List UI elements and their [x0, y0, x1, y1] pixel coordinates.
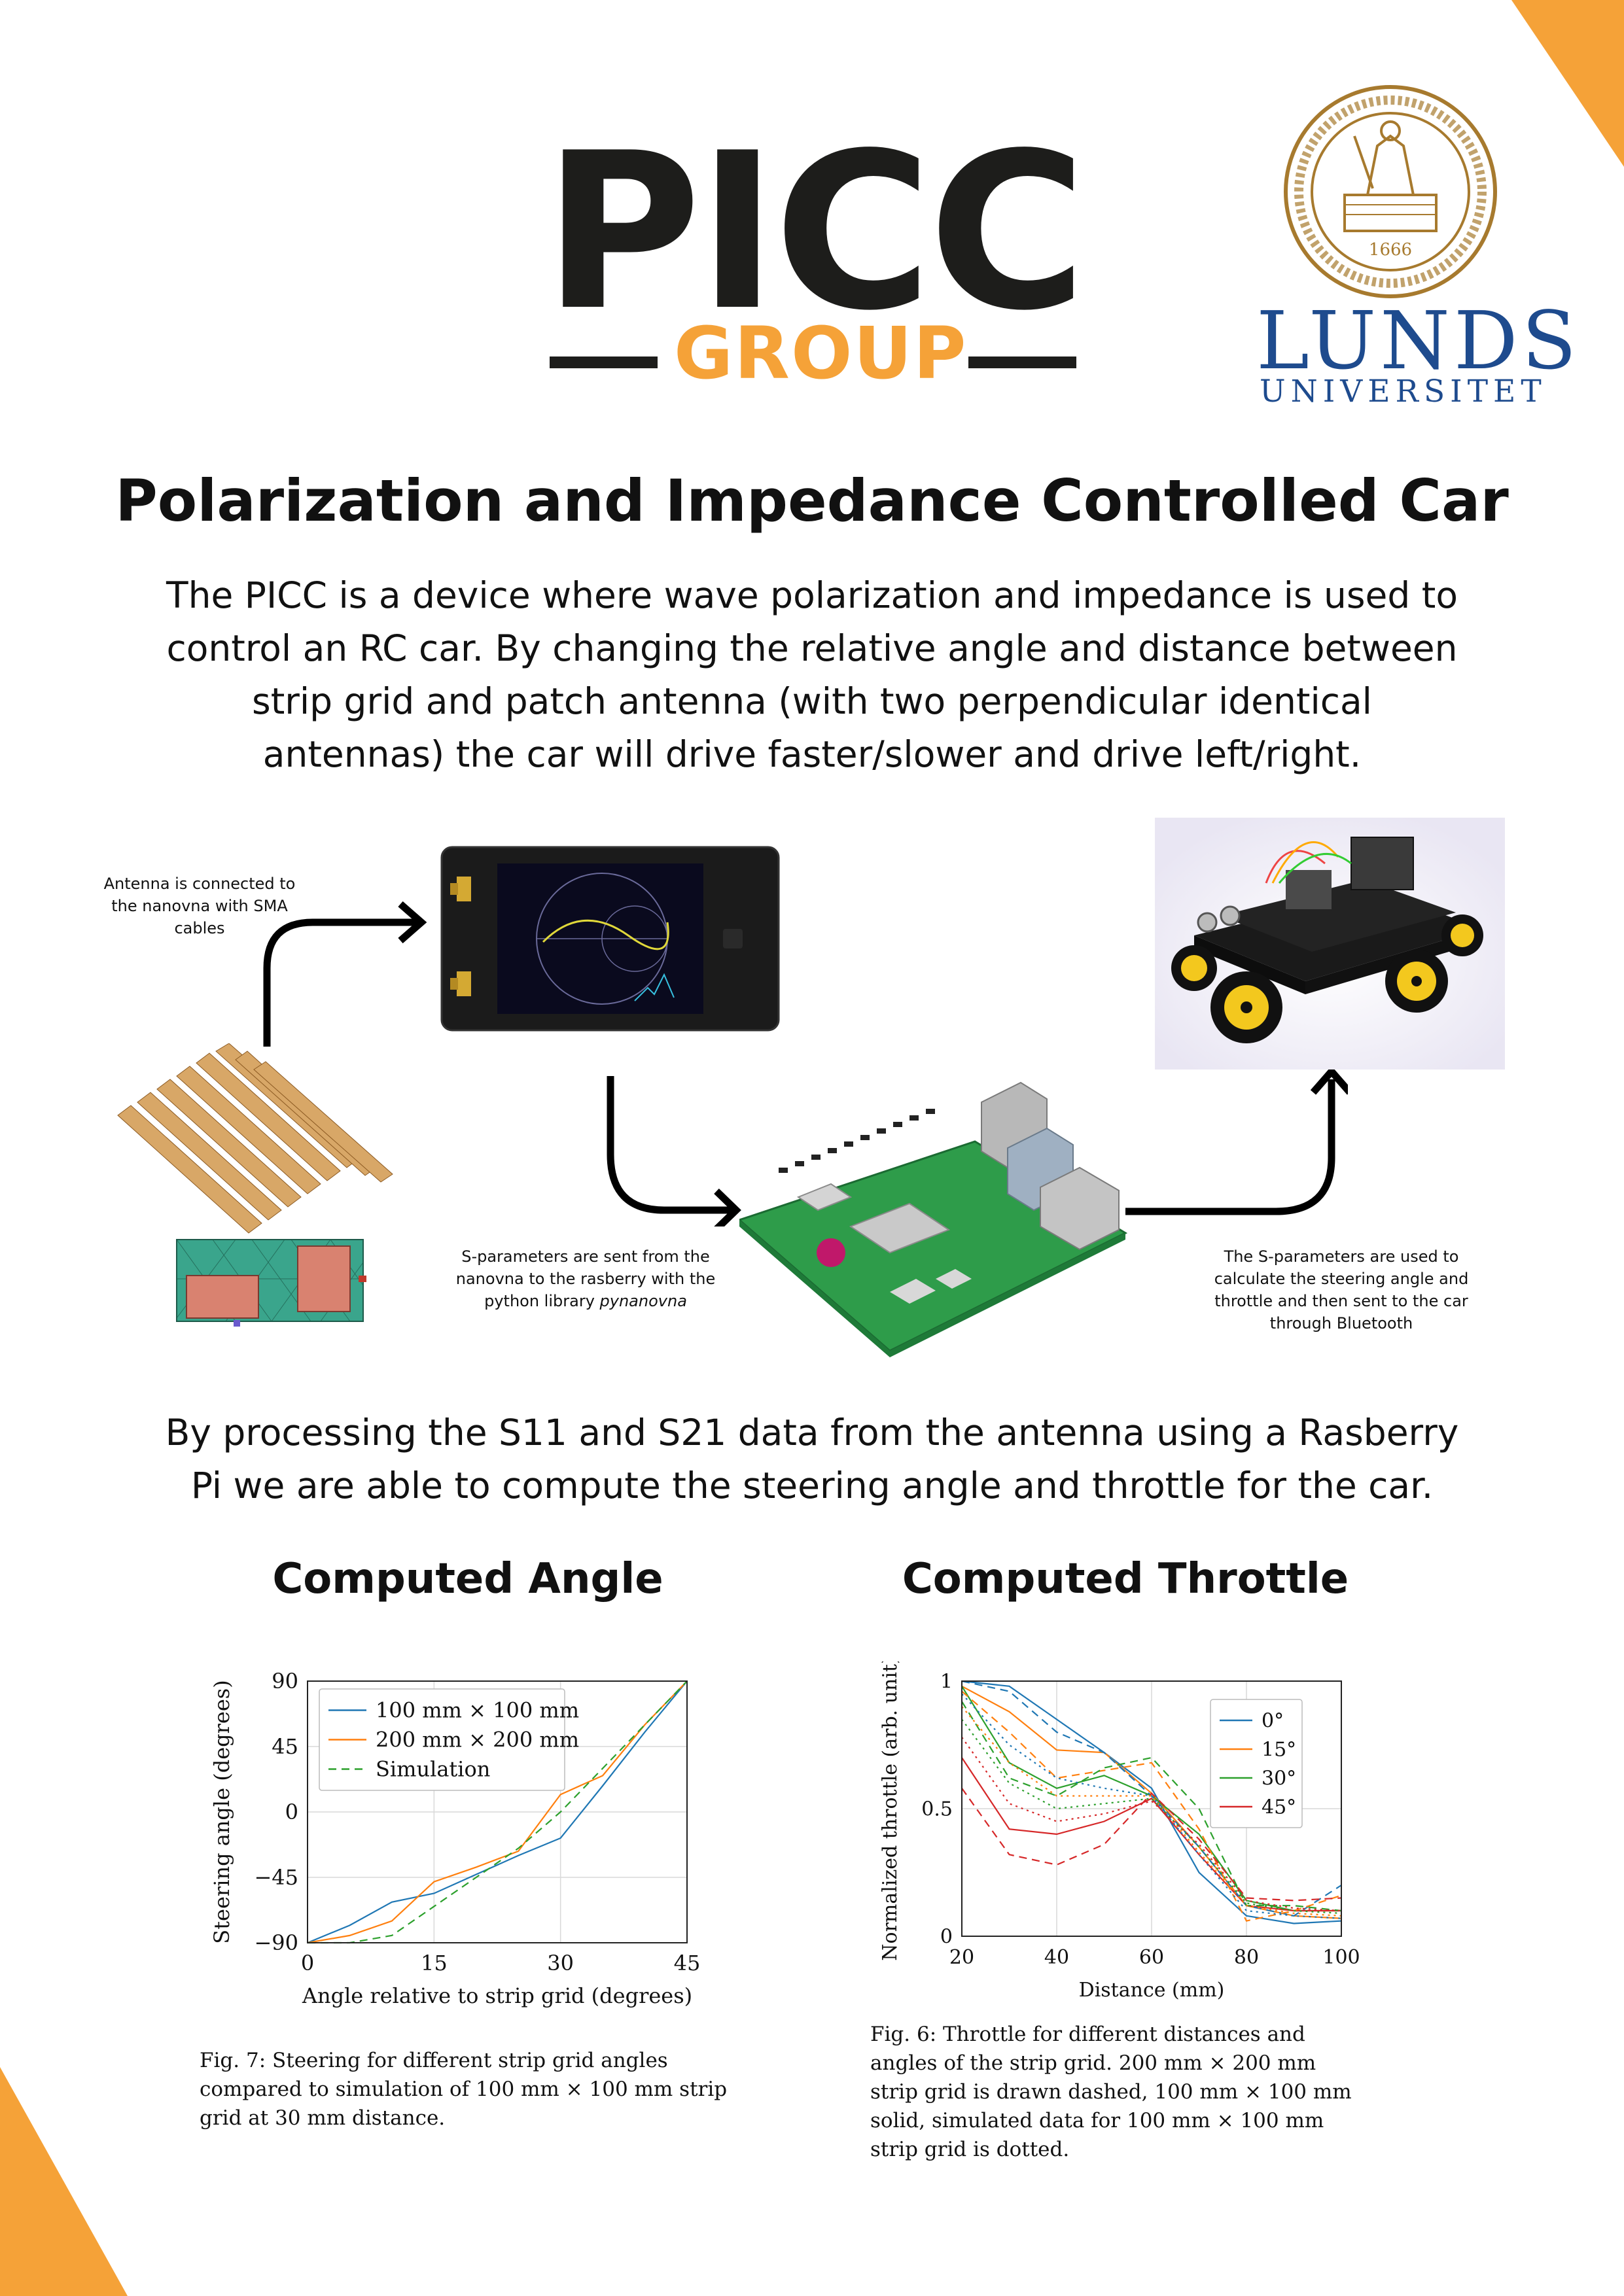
legend-label: 15° [1262, 1739, 1296, 1762]
lund-seal-year: 1666 [1369, 240, 1412, 260]
heading-computed-angle: Computed Angle [272, 1555, 663, 1603]
legend-box [1210, 1699, 1303, 1828]
x-tick-label: 20 [949, 1946, 974, 1969]
picc-logo-group: GROUP [674, 311, 968, 395]
series-line-2 [308, 1680, 688, 1944]
caption-sparams-library: pynanovna [599, 1292, 687, 1310]
intro-paragraph: The PICC is a device where wave polariza… [166, 574, 1458, 775]
strip-grid-image [117, 1043, 393, 1234]
x-tick-label: 40 [1044, 1946, 1069, 1969]
top-right-corner-shape [1511, 0, 1624, 167]
caption-sparams: S-parameters are sent from the nanovna t… [451, 1245, 720, 1312]
legend-label: 45° [1262, 1796, 1296, 1819]
caption-throttle-figure: Fig. 6: Throttle for different distances… [870, 2023, 1352, 2161]
x-axis-label: Angle relative to strip grid (degrees) [302, 1983, 692, 2008]
y-tick-label: 1 [940, 1671, 953, 1694]
y-tick-label: 0.5 [921, 1798, 953, 1821]
nanovna-image [440, 846, 780, 1032]
caption-angle-figure: Fig. 7: Steering for different strip gri… [200, 2049, 728, 2130]
series-line-7 [961, 1788, 1342, 1902]
processing-paragraph: By processing the S11 and S21 data from … [165, 1412, 1459, 1506]
series-line-6 [961, 1701, 1342, 1912]
legend-label: Simulation [376, 1757, 490, 1782]
x-tick-label: 15 [421, 1951, 448, 1975]
picc-logo-letters: PICC [543, 107, 1087, 358]
y-tick-label: 45 [272, 1734, 298, 1759]
x-axis-label: Distance (mm) [1079, 1979, 1225, 2002]
arrow-raspberry-to-car [1125, 1066, 1348, 1215]
caption-bluetooth: The S-parameters are used to calculate t… [1214, 1247, 1469, 1332]
x-tick-label: 80 [1234, 1946, 1259, 1969]
page-title: Polarization and Impedance Controlled Ca… [115, 467, 1509, 534]
x-tick-label: 45 [674, 1951, 701, 1975]
series-line-1 [307, 1680, 688, 1944]
lund-seal-icon: 1666 [1284, 85, 1497, 298]
y-axis-label: Steering angle (degrees) [209, 1680, 234, 1943]
series-line-10 [961, 1718, 1342, 1914]
y-tick-label: 90 [272, 1669, 298, 1694]
x-tick-label: 60 [1139, 1946, 1164, 1969]
logo-bar-left [550, 357, 658, 368]
patch-antenna-image [176, 1239, 366, 1327]
legend-label: 0° [1262, 1710, 1284, 1733]
y-tick-label: −90 [254, 1930, 298, 1955]
x-tick-label: 0 [301, 1951, 314, 1975]
y-tick-label: 0 [285, 1800, 298, 1824]
logo-bar-right [968, 357, 1076, 368]
caption-sparams-text: S-parameters are sent from the nanovna t… [455, 1247, 716, 1310]
x-tick-label: 30 [547, 1951, 574, 1975]
bottom-left-corner-shape [0, 2067, 128, 2296]
heading-computed-throttle: Computed Throttle [902, 1555, 1349, 1603]
caption-antenna: Antenna is connected to the nanovna with… [103, 875, 296, 937]
car-image [1155, 818, 1505, 1070]
lund-logo-sub: UNIVERSITET [1260, 374, 1547, 409]
series-line-0 [307, 1680, 688, 1944]
legend-box [319, 1688, 565, 1791]
plot-frame [961, 1680, 1342, 1937]
legend-label: 200 mm × 200 mm [376, 1728, 579, 1752]
angle-chart: 0 15 30 45 −90 −45 0 45 90 Angle relative to stri… [209, 1669, 701, 2008]
series-line-5 [961, 1690, 1342, 1922]
series-line-0 [961, 1680, 1342, 1924]
plot-frame [307, 1680, 688, 1943]
y-axis-label: Normalized throttle (arb. unit) [879, 1661, 902, 1961]
arrow-nanovna-to-raspberry [607, 1076, 741, 1226]
raspberry-pi-image [739, 1081, 1128, 1357]
x-tick-label: 100 [1322, 1946, 1360, 1969]
arrow-antenna-to-nanovna [263, 901, 427, 1047]
y-tick-label: −45 [254, 1865, 298, 1890]
legend-label: 30° [1262, 1767, 1296, 1790]
series-line-3 [961, 1757, 1341, 1912]
throttle-chart: 20 40 60 80 100 0 0.5 1 Distance (mm) Normalized … [879, 1661, 1360, 2002]
y-tick-label: 0 [940, 1926, 953, 1949]
lund-logo-name: LUNDS [1256, 294, 1581, 387]
series-line-8 [961, 1693, 1342, 1919]
legend-label: 100 mm × 100 mm [376, 1698, 579, 1723]
